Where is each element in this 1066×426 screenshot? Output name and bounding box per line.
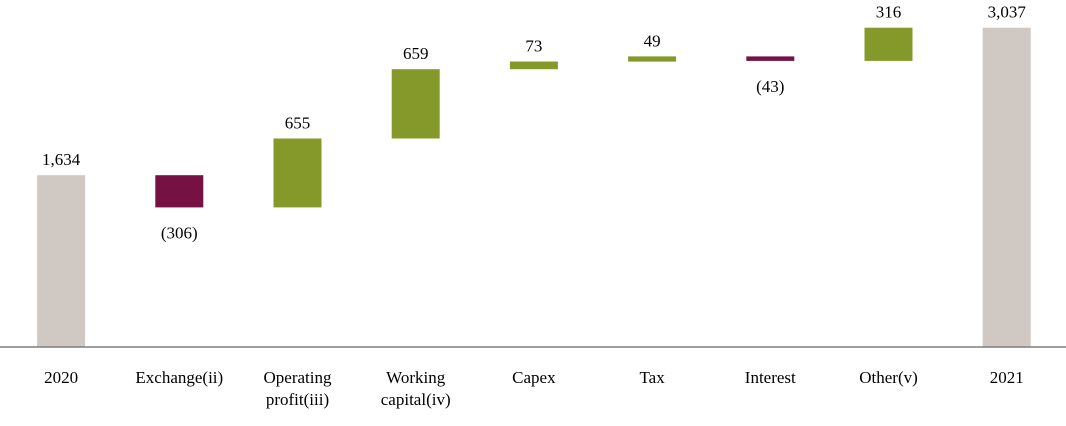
category-label: Working [386,368,446,387]
category-label: 2021 [990,368,1024,387]
value-label: (306) [161,223,198,242]
bar-increase [509,61,558,70]
value-label: 73 [525,37,542,56]
bar-increase [628,56,677,62]
value-labels-layer: 1,634 (306) 655 659 73 49 (43) 316 3,037 [42,3,1026,243]
value-label: 655 [285,114,311,133]
bar-decrease [746,56,795,61]
bar-total [37,175,86,347]
value-label: 3,037 [988,3,1027,22]
bar-increase [273,138,322,208]
category-label: 2020 [44,368,78,387]
bar-total [982,27,1031,347]
category-labels-layer: 2020 Exchange(ii) Operating profit(iii) Work… [44,368,1024,409]
category-label: Exchange(ii) [135,368,223,387]
bar-increase [391,69,440,139]
value-label: 316 [876,3,902,22]
bar-increase [864,27,913,61]
category-label: Tax [639,368,665,387]
category-label: Interest [745,368,796,387]
value-label: (43) [756,77,784,96]
value-label: 1,634 [42,150,81,169]
value-label: 49 [644,31,661,50]
value-label: 659 [403,44,429,63]
bar-decrease [155,175,204,208]
bars-layer [37,27,1031,347]
category-label: Operating [264,368,332,387]
category-label: Other(v) [859,368,918,387]
category-label: capital(iv) [381,390,451,409]
category-label: Capex [512,368,556,387]
category-label: profit(iii) [266,390,329,409]
